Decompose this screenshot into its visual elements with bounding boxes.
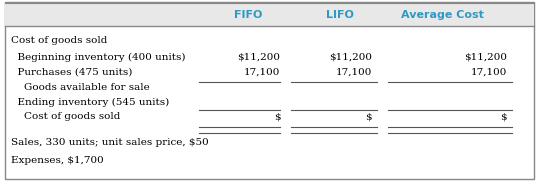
Text: 17,100: 17,100 [471,68,507,77]
Text: $: $ [274,112,280,121]
Text: Ending inventory (545 units): Ending inventory (545 units) [11,98,169,107]
Text: Sales, 330 units; unit sales price, $50: Sales, 330 units; unit sales price, $50 [11,138,209,148]
Text: Cost of goods sold: Cost of goods sold [11,36,107,45]
Text: $11,200: $11,200 [329,52,372,62]
Text: $: $ [500,112,507,121]
Text: $11,200: $11,200 [464,52,507,62]
Text: 17,100: 17,100 [336,68,372,77]
Text: $: $ [365,112,372,121]
Text: Cost of goods sold: Cost of goods sold [11,112,120,121]
Text: Expenses, $1,700: Expenses, $1,700 [11,156,103,165]
Text: 17,100: 17,100 [244,68,280,77]
Text: FIFO: FIFO [234,10,262,20]
Text: Purchases (475 units): Purchases (475 units) [11,68,132,77]
Text: Beginning inventory (400 units): Beginning inventory (400 units) [11,52,185,62]
Text: Average Cost: Average Cost [400,10,483,20]
Text: $11,200: $11,200 [237,52,280,62]
Bar [5,3,534,26]
Text: LIFO: LIFO [326,10,354,20]
Text: Goods available for sale: Goods available for sale [11,83,149,92]
